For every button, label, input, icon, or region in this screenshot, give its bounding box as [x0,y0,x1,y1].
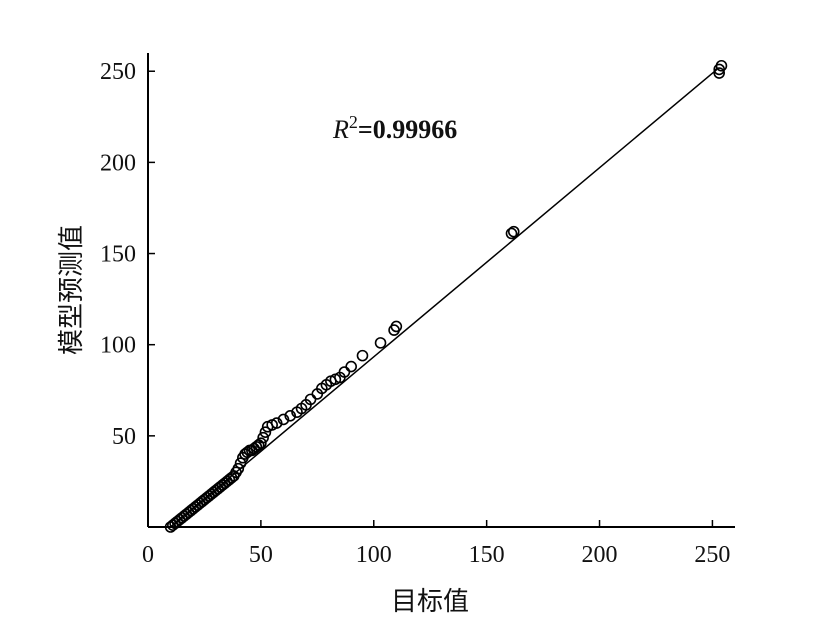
fit-line [170,68,718,528]
scatter-point [356,349,369,362]
r-squared-value: =0.99966 [358,115,457,144]
x-tick-label: 100 [356,542,392,568]
scatter-point [345,360,357,373]
data-points [164,59,728,533]
x-tick-label: 150 [469,542,505,568]
scatter-point [713,67,725,79]
y-axis-title: 模型预测值 [57,225,87,355]
fit-line-group [170,68,718,528]
scatter-point [277,413,290,426]
r-squared-sup: 2 [349,112,358,132]
axes [147,53,735,528]
scatter-point [507,225,520,238]
y-tick-label: 50 [112,424,136,450]
scatter-point [284,409,297,422]
y-tick-label: 100 [100,333,136,359]
scatter-point [390,320,403,333]
scatter-point [270,417,283,429]
x-tick-label: 200 [582,542,618,568]
r-squared-annotation: R2=0.99966 [332,112,457,144]
scatter-point [257,431,269,444]
scatter-point [232,462,245,475]
y-tick-label: 150 [100,242,136,268]
scatter-point [374,337,387,349]
r-squared-var: R [332,115,349,144]
x-tick-label: 50 [249,542,273,568]
x-tick-label: 250 [694,542,730,568]
tick-labels: 0 50 100 150 200 250 50 100 150 200 250 [100,59,730,568]
scatter-point [715,59,728,72]
y-tick-label: 250 [100,59,136,85]
scatter-point [255,437,267,449]
scatter-point [234,457,247,469]
scatter-point [505,227,518,240]
scatter-point [259,426,272,439]
x-tick-label: 0 [142,542,154,568]
x-axis-title: 目标值 [391,587,469,617]
y-tick-label: 200 [100,150,136,176]
